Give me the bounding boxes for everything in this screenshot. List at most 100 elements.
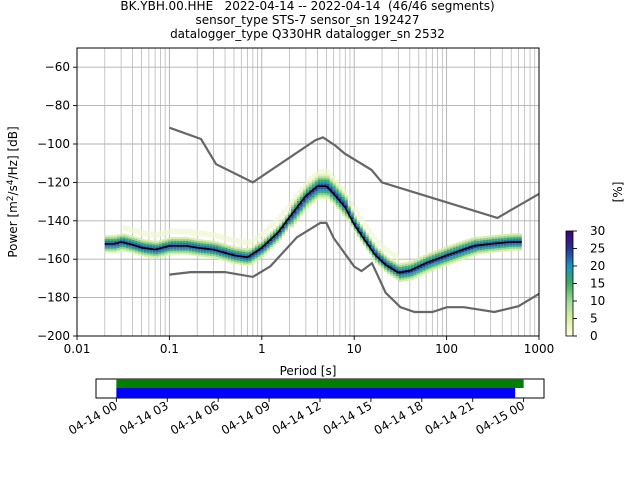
histogram-cell — [368, 237, 372, 240]
histogram-cell — [302, 182, 306, 189]
histogram-cell — [461, 244, 465, 247]
histogram-cell — [326, 191, 330, 194]
histogram-cell — [386, 266, 390, 269]
x-tick-label: 10 — [347, 342, 362, 356]
histogram-cell — [233, 262, 237, 265]
histogram-cell — [119, 247, 123, 250]
histogram-cell — [335, 193, 339, 196]
histogram-cell — [398, 280, 402, 283]
histogram-cell — [407, 278, 411, 281]
histogram-cell — [455, 248, 459, 251]
histogram-cell — [221, 243, 225, 246]
histogram-cell — [380, 259, 384, 262]
histogram-cell — [266, 238, 270, 241]
histogram-cell — [128, 250, 132, 253]
histogram-cell — [218, 242, 222, 245]
histogram-cell — [170, 252, 174, 255]
histogram-cell — [347, 219, 351, 222]
histogram-cell — [353, 206, 357, 213]
histogram-cell — [221, 249, 225, 252]
histogram-cell — [458, 243, 462, 246]
histogram-cell — [326, 181, 330, 184]
histogram-cell — [500, 234, 504, 237]
histogram-cell — [398, 264, 402, 267]
histogram-cell — [188, 229, 192, 235]
histogram-cell — [392, 274, 396, 277]
histogram-cell — [122, 243, 126, 246]
histogram-cell — [359, 228, 363, 231]
histogram-cell — [377, 264, 381, 267]
histogram-cell — [356, 219, 360, 222]
histogram-cell — [209, 250, 213, 253]
histogram-cell — [356, 211, 360, 217]
histogram-cell — [239, 247, 243, 250]
histogram-cell — [464, 245, 468, 248]
histogram-cell — [392, 264, 396, 267]
histogram-cell — [266, 247, 270, 250]
histogram-cell — [371, 256, 375, 259]
histogram-cell — [116, 249, 120, 252]
histogram-cell — [467, 242, 471, 245]
histogram-cell — [131, 227, 135, 234]
histogram-cell — [482, 238, 486, 241]
histogram-cell — [191, 253, 195, 256]
histogram-cell — [347, 207, 351, 210]
histogram-cell — [161, 244, 165, 247]
histogram-cell — [311, 193, 315, 196]
histogram-cell — [482, 247, 486, 250]
histogram-cell — [113, 248, 117, 251]
histogram-cell — [206, 255, 210, 258]
histogram-cell — [152, 244, 156, 247]
histogram-cell — [299, 204, 303, 207]
histogram-cell — [311, 173, 315, 180]
histogram-cell — [296, 218, 300, 221]
histogram-cell — [389, 264, 393, 267]
histogram-cell — [248, 249, 252, 252]
histogram-cell — [320, 192, 324, 195]
colorbar-tick-label: 10 — [590, 294, 605, 308]
histogram-cell — [449, 246, 453, 249]
histogram-cell — [305, 189, 309, 192]
histogram-cell — [338, 208, 342, 211]
y-tick-label: −140 — [37, 214, 70, 228]
histogram-cell — [464, 241, 468, 244]
histogram-cell — [467, 238, 471, 241]
histogram-cell — [137, 237, 141, 240]
histogram-cell — [416, 275, 420, 278]
histogram-cell — [494, 234, 498, 237]
histogram-cell — [113, 244, 117, 247]
histogram-cell — [200, 252, 204, 255]
histogram-cell — [140, 248, 144, 251]
histogram-cell — [263, 228, 267, 235]
histogram-cell — [236, 260, 240, 263]
histogram-cell — [266, 234, 270, 237]
histogram-cell — [419, 262, 423, 265]
histogram-cell — [383, 245, 387, 252]
histogram-cell — [341, 213, 345, 216]
histogram-cell — [371, 232, 375, 239]
histogram-cell — [335, 199, 339, 202]
histogram-cell — [317, 181, 321, 184]
time-tick-label: 04-14 09 — [219, 398, 273, 437]
histogram-cell — [131, 237, 135, 240]
histogram-cell — [320, 175, 324, 178]
histogram-cell — [317, 192, 321, 195]
histogram-cell — [113, 246, 117, 249]
histogram-cell — [338, 196, 342, 200]
histogram-cell — [407, 263, 411, 266]
histogram-cell — [251, 261, 255, 264]
histogram-cell — [116, 236, 120, 239]
histogram-cell — [149, 255, 153, 258]
histogram-cell — [290, 220, 294, 223]
histogram-cell — [263, 240, 267, 243]
histogram-cell — [443, 246, 447, 249]
histogram-cell — [383, 256, 387, 259]
histogram-cell — [335, 206, 339, 209]
histogram-cell — [179, 250, 183, 253]
histogram-cell — [317, 179, 321, 182]
histogram-cell — [368, 228, 372, 235]
histogram-cell — [155, 244, 159, 247]
histogram-cell — [212, 246, 216, 249]
histogram-cell — [125, 245, 129, 248]
histogram-cell — [143, 252, 147, 255]
